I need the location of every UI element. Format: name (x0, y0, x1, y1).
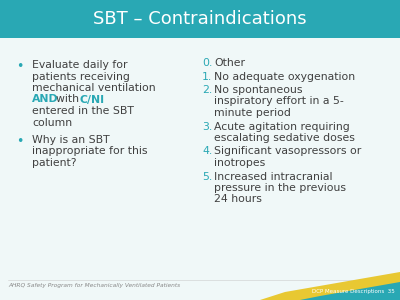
Text: C/NI: C/NI (79, 94, 104, 104)
Text: DCP Measure Descriptions  35: DCP Measure Descriptions 35 (312, 290, 395, 295)
Text: escalating sedative doses: escalating sedative doses (214, 133, 355, 143)
Text: inspiratory effort in a 5-: inspiratory effort in a 5- (214, 97, 344, 106)
Text: Significant vasopressors or: Significant vasopressors or (214, 146, 361, 157)
Text: column: column (32, 118, 72, 128)
Text: 1.: 1. (202, 71, 212, 82)
Text: AND: AND (32, 94, 59, 104)
Text: pressure in the previous: pressure in the previous (214, 183, 346, 193)
Text: 4.: 4. (202, 146, 212, 157)
Text: •: • (16, 135, 23, 148)
Text: entered in the SBT: entered in the SBT (32, 106, 134, 116)
Polygon shape (300, 282, 400, 300)
Text: •: • (16, 60, 23, 73)
Text: patients receiving: patients receiving (32, 71, 130, 82)
Text: with: with (56, 94, 82, 104)
Text: Acute agitation requiring: Acute agitation requiring (214, 122, 350, 131)
Text: inotropes: inotropes (214, 158, 265, 168)
Text: 24 hours: 24 hours (214, 194, 262, 205)
Text: 3.: 3. (202, 122, 212, 131)
Text: mechanical ventilation: mechanical ventilation (32, 83, 156, 93)
Text: Why is an SBT: Why is an SBT (32, 135, 110, 145)
Text: inappropriate for this: inappropriate for this (32, 146, 148, 157)
Text: SBT – Contraindications: SBT – Contraindications (93, 10, 307, 28)
Text: Increased intracranial: Increased intracranial (214, 172, 332, 182)
Polygon shape (260, 272, 400, 300)
FancyBboxPatch shape (0, 38, 400, 300)
Text: No spontaneous: No spontaneous (214, 85, 302, 95)
Text: AHRQ Safety Program for Mechanically Ventilated Patients: AHRQ Safety Program for Mechanically Ven… (8, 284, 180, 289)
Text: minute period: minute period (214, 108, 291, 118)
Text: No adequate oxygenation: No adequate oxygenation (214, 71, 355, 82)
Text: 5.: 5. (202, 172, 212, 182)
Text: Evaluate daily for: Evaluate daily for (32, 60, 128, 70)
Text: Other: Other (214, 58, 245, 68)
Text: 2.: 2. (202, 85, 212, 95)
Text: 0.: 0. (202, 58, 212, 68)
FancyBboxPatch shape (0, 0, 400, 38)
Text: patient?: patient? (32, 158, 76, 168)
